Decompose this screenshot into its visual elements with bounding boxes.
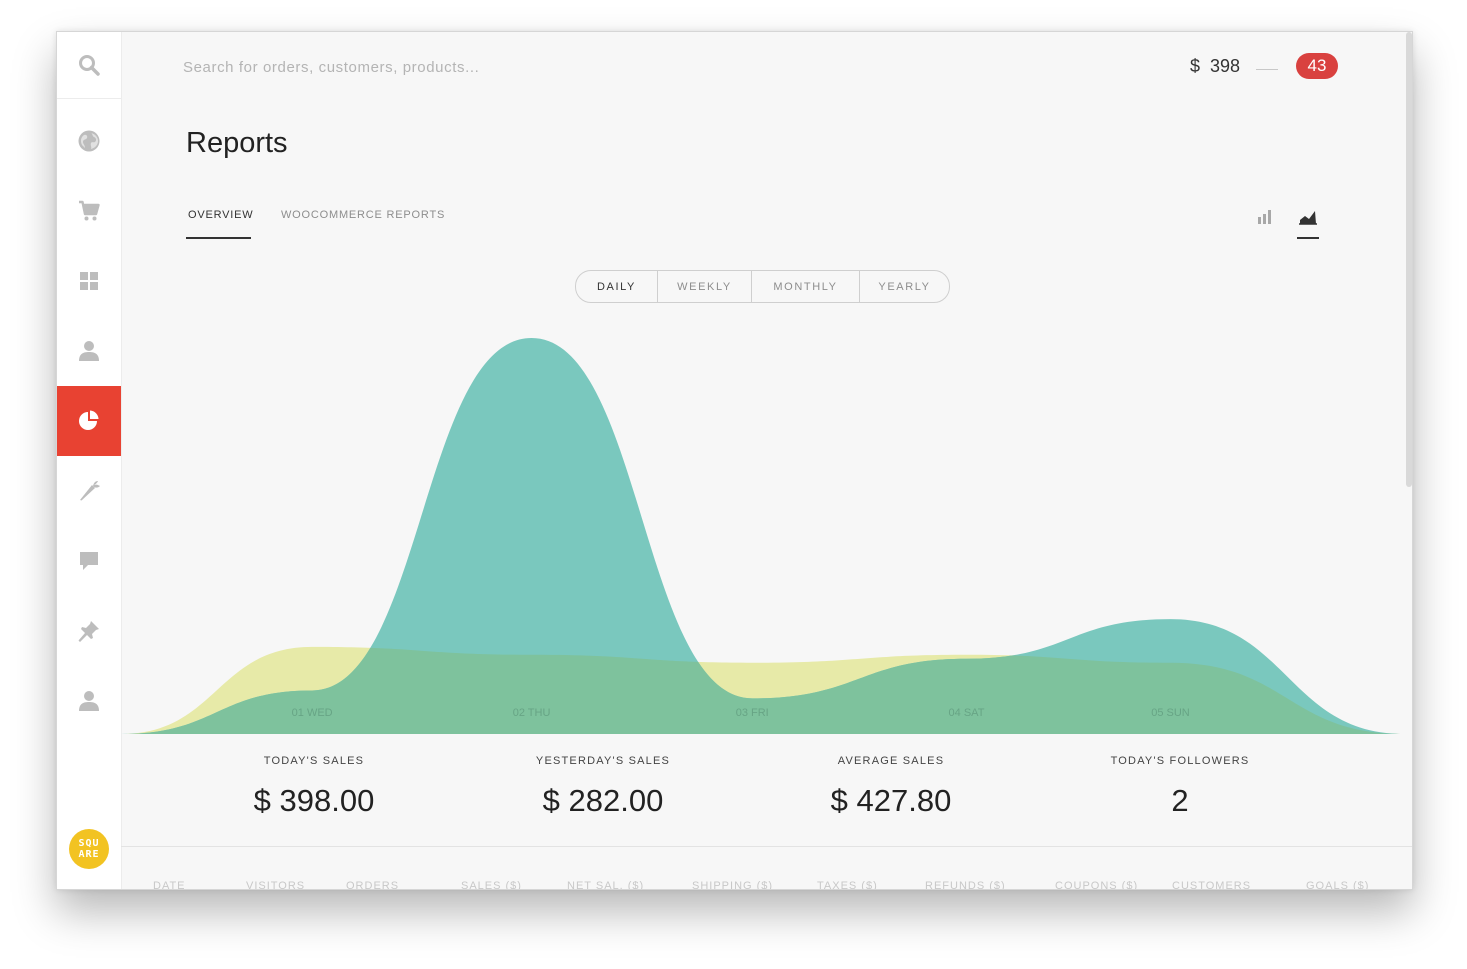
stat-value-average-sales: $ 427.80 xyxy=(830,783,952,818)
stat-label-average-sales: AVERAGE SALES xyxy=(837,755,945,767)
user-icon xyxy=(79,341,99,361)
stat-value-yesterdays-sales: $ 282.00 xyxy=(542,783,664,818)
sidebar-item-pins[interactable] xyxy=(57,596,121,666)
cart-icon xyxy=(79,200,100,221)
sidebar-item-globe[interactable] xyxy=(57,106,121,176)
x-tick-label: 01 WED xyxy=(292,707,333,719)
balance-display[interactable]: $ 398 xyxy=(1190,56,1241,76)
users-icon xyxy=(79,691,99,711)
table-header-net-sales[interactable]: NET SAL. ($) xyxy=(567,880,645,890)
table-header-date[interactable]: DATE xyxy=(153,880,186,890)
notification-badge[interactable]: 43 xyxy=(1296,53,1338,79)
stat-label-todays-followers: TODAY'S FOLLOWERS xyxy=(1110,755,1250,767)
tab-overview[interactable]: OVERVIEW xyxy=(188,209,254,221)
tab-woocommerce-reports[interactable]: WOOCOMMERCE REPORTS xyxy=(281,209,446,221)
globe-icon xyxy=(78,130,100,152)
sales-area-chart: 01 WED 02 THU 03 FRI 04 SAT 05 SUN xyxy=(121,338,1404,734)
search-input[interactable] xyxy=(183,54,703,80)
bar-chart-icon[interactable] xyxy=(1255,205,1277,227)
x-tick-label: 05 SUN xyxy=(1151,707,1190,719)
table-header-sales[interactable]: SALES ($) xyxy=(461,880,522,890)
stat-value-todays-followers: 2 xyxy=(1171,783,1189,818)
table-header-taxes[interactable]: TAXES ($) xyxy=(817,880,878,890)
period-selector: DAILY WEEKLY MONTHLY YEARLY xyxy=(575,270,950,303)
app-window: SQU ARE $ 398 43 Reports OVERVIEW WOOCOM… xyxy=(56,31,1413,890)
sidebar-item-products[interactable] xyxy=(57,456,121,526)
table-header-shipping[interactable]: SHIPPING ($) xyxy=(692,880,774,890)
carrot-icon xyxy=(80,481,100,501)
view-toggle-active-indicator xyxy=(1297,237,1319,239)
x-tick-label: 03 FRI xyxy=(736,707,769,719)
period-weekly-button[interactable]: WEEKLY xyxy=(658,271,752,302)
sidebar: SQU ARE xyxy=(57,32,122,889)
page-title: Reports xyxy=(186,127,288,159)
chart-area-series-2 xyxy=(121,338,1404,734)
table-header-refunds[interactable]: REFUNDS ($) xyxy=(925,880,1006,890)
pin-icon xyxy=(78,621,99,642)
report-table-header: DATE VISITORS ORDERS SALES ($) NET SAL. … xyxy=(121,880,1412,890)
sidebar-item-reports[interactable] xyxy=(57,386,121,456)
table-header-goals[interactable]: GOALS ($) xyxy=(1306,880,1370,890)
square-logo[interactable]: SQU ARE xyxy=(69,829,109,869)
scrollbar-thumb[interactable] xyxy=(1406,32,1412,487)
table-header-orders[interactable]: ORDERS xyxy=(346,880,400,890)
logo-text-line-1: SQU xyxy=(78,838,100,849)
sidebar-item-dashboard[interactable] xyxy=(57,246,121,316)
period-yearly-button[interactable]: YEARLY xyxy=(878,280,931,293)
sidebar-item-customers[interactable] xyxy=(57,316,121,386)
search-icon xyxy=(79,55,100,76)
stat-label-yesterdays-sales: YESTERDAY'S SALES xyxy=(535,755,671,767)
area-chart-icon[interactable] xyxy=(1297,205,1319,227)
table-header-visitors[interactable]: VISITORS xyxy=(246,880,306,890)
tab-active-indicator xyxy=(186,237,251,239)
sidebar-search-button[interactable] xyxy=(57,32,121,99)
stats-divider xyxy=(121,846,1412,847)
table-header-coupons[interactable]: COUPONS ($) xyxy=(1055,880,1139,890)
pie-chart-icon xyxy=(79,410,99,430)
grid-icon xyxy=(80,272,98,290)
header-divider xyxy=(1256,69,1278,70)
x-tick-label: 02 THU xyxy=(513,707,551,719)
period-daily-button[interactable]: DAILY xyxy=(576,271,658,302)
logo-text-line-2: ARE xyxy=(78,849,100,860)
stat-value-todays-sales: $ 398.00 xyxy=(253,783,375,818)
sidebar-item-users[interactable] xyxy=(57,666,121,736)
sidebar-item-comments[interactable] xyxy=(57,526,121,596)
comment-icon xyxy=(80,552,98,570)
period-monthly-button[interactable]: MONTHLY xyxy=(752,271,860,302)
stat-label-todays-sales: TODAY'S SALES xyxy=(263,755,365,767)
stats-row: TODAY'S SALES $ 398.00 YESTERDAY'S SALES… xyxy=(121,734,1412,846)
x-tick-label: 04 SAT xyxy=(949,707,985,719)
sidebar-item-cart[interactable] xyxy=(57,176,121,246)
table-header-customers[interactable]: CUSTOMERS xyxy=(1172,880,1252,890)
